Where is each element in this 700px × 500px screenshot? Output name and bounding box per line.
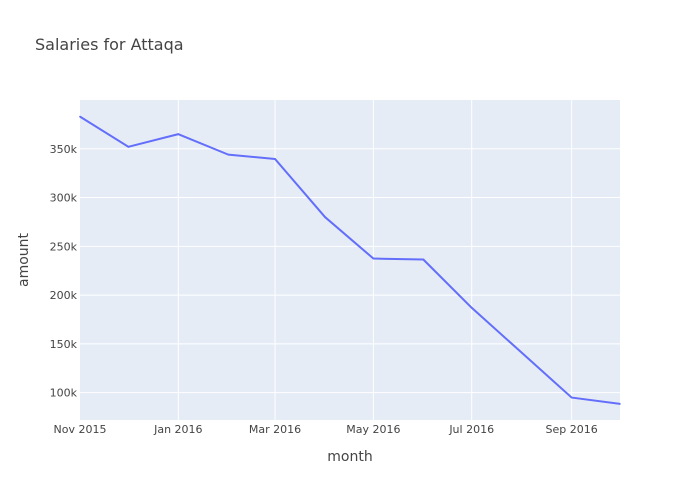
y-axis-title: amount — [16, 232, 32, 287]
y-tick-label: 350k — [50, 143, 78, 156]
x-tick-label: Sep 2016 — [546, 423, 598, 436]
plot-area — [80, 100, 620, 420]
x-tick-label: Jul 2016 — [448, 423, 494, 436]
data-point — [520, 351, 523, 354]
x-tick-labels: Nov 2015 Jan 2016 Mar 2016 May 2016 Jul 2016… — [54, 423, 598, 436]
x-tick-label: Mar 2016 — [249, 423, 301, 436]
data-point — [324, 216, 326, 218]
data-point — [79, 115, 81, 118]
series-line — [79, 115, 621, 405]
x-gridlines — [177, 100, 573, 420]
data-point — [177, 133, 180, 135]
chart-title: Salaries for Attaqa — [35, 35, 184, 54]
data-point — [470, 307, 473, 309]
data-point — [227, 153, 230, 156]
data-point — [619, 403, 621, 405]
x-axis-title: month — [327, 449, 372, 465]
x-tick-label: Jan 2016 — [153, 423, 202, 436]
series-layer — [79, 115, 621, 405]
y-tick-label: 250k — [50, 240, 78, 253]
data-point — [127, 146, 130, 148]
y-gridlines — [80, 148, 620, 394]
y-tick-label: 300k — [50, 192, 78, 205]
x-tick-label: May 2016 — [346, 423, 400, 436]
x-tick-label: Nov 2015 — [54, 423, 107, 436]
y-tick-label: 150k — [50, 338, 78, 351]
data-point — [274, 158, 276, 160]
y-tick-label: 100k — [50, 387, 78, 400]
data-point — [570, 396, 573, 399]
data-point — [372, 257, 375, 260]
y-tick-labels: 100k 150k 200k 250k 300k 350k — [50, 143, 78, 400]
data-point — [422, 258, 425, 261]
y-tick-label: 200k — [50, 289, 78, 302]
